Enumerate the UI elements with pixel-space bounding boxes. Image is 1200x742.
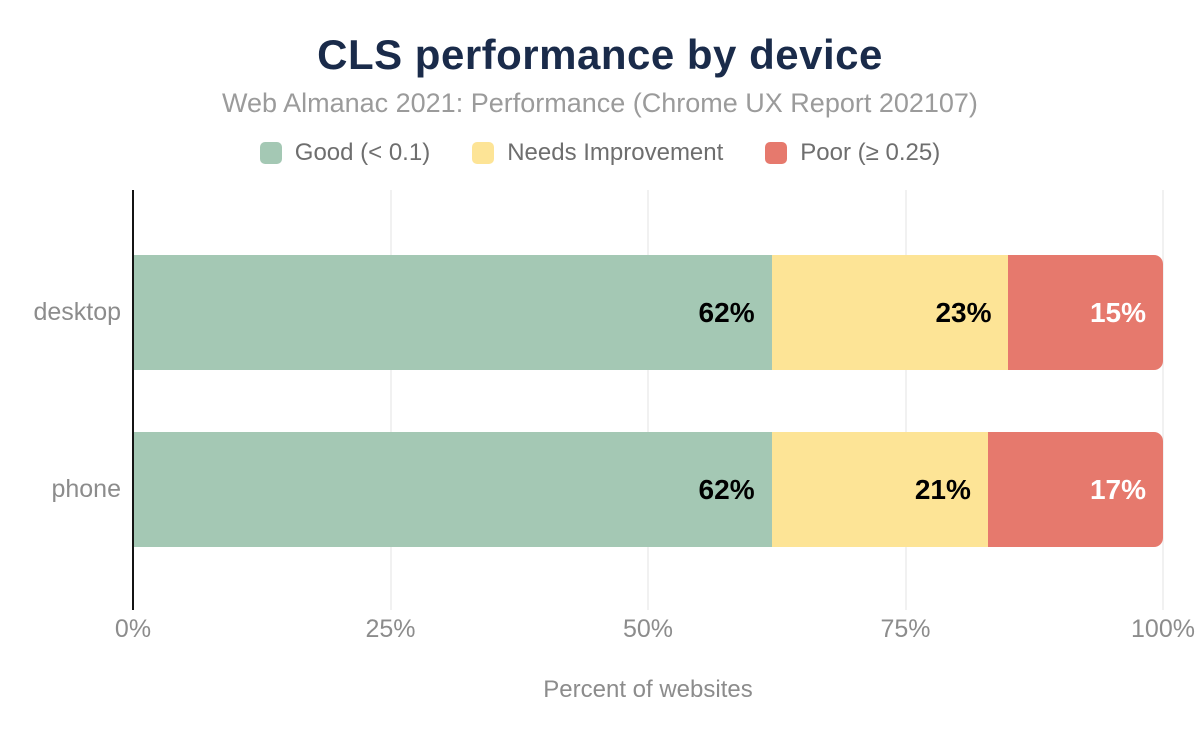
chart-subtitle: Web Almanac 2021: Performance (Chrome UX… — [222, 88, 978, 118]
legend-item-poor[interactable]: Poor (≥ 0.25) — [765, 139, 940, 167]
legend-label-poor: Poor (≥ 0.25) — [800, 139, 941, 166]
bar-row-phone: 62% 21% 17% — [133, 432, 1163, 547]
legend-item-good[interactable]: Good (< 0.1) — [259, 139, 431, 167]
bar-segment-phone-needs-improvement[interactable]: 21% — [771, 432, 988, 547]
legend-label-needs-improvement: Needs Improvement — [507, 139, 724, 166]
legend: Good (< 0.1) Needs Improvement Poor (≥ 0… — [0, 139, 1200, 167]
legend-swatch-poor — [765, 142, 788, 164]
x-tick-25pct: 25% — [365, 615, 416, 643]
bar-segment-phone-good[interactable]: 62% — [133, 432, 772, 547]
bar-value-label: 21% — [914, 473, 971, 505]
bar-value-label: 62% — [698, 473, 755, 505]
legend-item-needs-improvement[interactable]: Needs Improvement — [472, 139, 723, 167]
chart-title: CLS performance by device — [317, 31, 883, 78]
y-axis-label-phone: phone — [51, 475, 121, 503]
bar-segment-desktop-needs-improvement[interactable]: 23% — [771, 255, 1009, 370]
x-axis-title: Percent of websites — [543, 676, 753, 703]
y-axis-label-desktop: desktop — [33, 298, 121, 326]
x-tick-75pct: 75% — [880, 615, 931, 643]
plot-area: 62% 23% 15% 62% 21% 17% — [132, 190, 1164, 610]
legend-label-good: Good (< 0.1) — [294, 139, 431, 166]
bar-value-label: 62% — [698, 296, 755, 328]
bar-value-label: 23% — [935, 296, 992, 328]
gridline-25 — [389, 190, 392, 610]
bar-value-label: 17% — [1089, 473, 1146, 505]
bar-row-desktop: 62% 23% 15% — [133, 255, 1163, 370]
gridline-50 — [647, 190, 649, 610]
x-tick-0pct: 0% — [114, 615, 152, 643]
gridline-100 — [1162, 190, 1164, 610]
bar-value-label: 15% — [1089, 296, 1146, 328]
x-tick-50pct: 50% — [622, 615, 674, 643]
bar-segment-phone-poor[interactable]: 17% — [987, 432, 1163, 547]
bar-segment-desktop-good[interactable]: 62% — [133, 255, 772, 370]
x-axis-ticks: 0% 25% 50% 75% 100% — [115, 615, 1195, 645]
legend-swatch-needs-improvement — [472, 142, 495, 164]
gridline-75 — [904, 190, 907, 610]
y-axis-line — [132, 190, 134, 610]
bar-segment-desktop-poor[interactable]: 15% — [1008, 255, 1163, 370]
x-tick-100pct: 100% — [1131, 615, 1195, 643]
legend-swatch-good — [259, 142, 282, 164]
